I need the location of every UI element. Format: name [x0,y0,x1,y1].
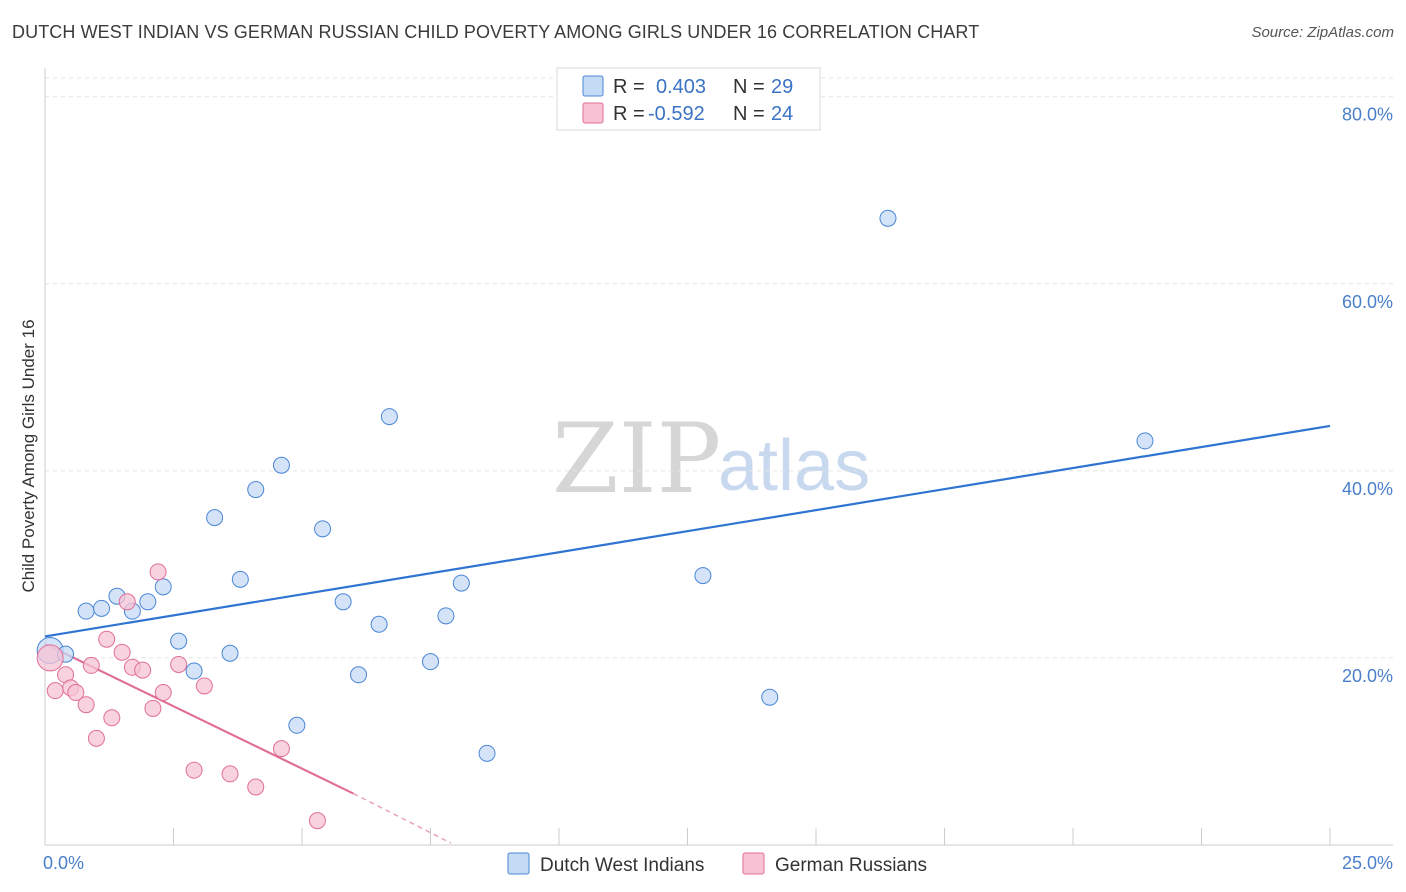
x-tick-label: 25.0% [1342,853,1393,873]
point-dutch-west-indians [437,607,455,625]
point-german-russians [170,655,188,673]
point-dutch-west-indians [422,653,439,671]
source-label: Source: ZipAtlas.com [1251,24,1394,41]
legend: R = 0.403 N = 29 R = -0.592 N = 24 [556,67,821,131]
point-german-russians [195,677,213,695]
trend-line-dutch-west-indians [44,424,1331,638]
point-dutch-west-indians [380,408,398,426]
legend-swatch-pink [582,102,604,124]
watermark-atlas: atlas [718,426,870,506]
point-german-russians [272,740,290,758]
y-tick-label: 20.0% [1342,666,1393,686]
data-points [36,209,1154,830]
point-german-russians [82,656,100,674]
point-german-russians [67,684,85,702]
grid-lines: 20.0% 40.0% 60.0% 80.0% [45,77,1393,686]
legend-n-value-1: 29 [771,76,793,98]
point-german-russians [185,761,203,779]
y-axis-label: Child Poverty Among Girls Under 16 [19,319,38,592]
legend-r-label-2: R = [613,103,645,125]
legend-n-value-2: 24 [771,103,793,125]
point-dutch-west-indians [478,744,496,762]
point-german-russians [308,812,326,830]
x-tick-label: 0.0% [43,853,84,873]
point-dutch-west-indians [370,615,388,633]
trend-line-german-russians-extension [353,792,452,844]
point-dutch-west-indians [288,716,306,734]
point-dutch-west-indians [247,481,265,499]
legend-swatch-blue [582,75,604,97]
point-dutch-west-indians [1136,432,1154,450]
bottom-legend-swatch-blue [507,852,530,875]
point-dutch-west-indians [170,632,188,650]
y-tick-label: 40.0% [1342,479,1393,499]
point-german-russians [118,593,136,611]
bottom-legend: Dutch West Indians German Russians [507,852,927,876]
point-german-russians [113,643,131,661]
y-tick-label: 80.0% [1342,105,1393,125]
watermark-zip: ZIP [552,403,721,515]
point-dutch-west-indians [879,209,897,227]
bottom-legend-label-pink: German Russians [775,855,927,876]
point-german-russians [87,729,105,747]
point-dutch-west-indians [272,456,290,474]
point-german-russians [247,778,265,796]
point-dutch-west-indians [185,662,203,680]
point-dutch-west-indians [314,520,332,538]
legend-r-value-2: -0.592 [648,103,705,125]
point-german-russians [103,709,121,727]
point-dutch-west-indians [77,602,95,620]
point-german-russians [98,630,116,648]
point-german-russians [36,644,64,672]
legend-n-label-2: N = [733,103,765,125]
point-dutch-west-indians [139,593,157,611]
bottom-legend-swatch-pink [742,852,765,875]
point-dutch-west-indians [350,666,368,684]
point-dutch-west-indians [231,570,249,588]
point-german-russians [144,699,162,717]
point-german-russians [154,684,172,702]
point-german-russians [46,682,64,700]
legend-r-value-1: 0.403 [656,76,706,98]
y-tick-label: 60.0% [1342,292,1393,312]
point-german-russians [221,765,239,783]
point-dutch-west-indians [93,599,111,617]
axes: 0.0% 25.0% [43,68,1393,873]
point-german-russians [149,563,167,581]
bottom-legend-label-blue: Dutch West Indians [540,855,704,876]
point-dutch-west-indians [154,578,172,596]
point-dutch-west-indians [206,509,224,527]
legend-n-label-1: N = [733,76,765,98]
point-dutch-west-indians [761,688,779,706]
point-german-russians [77,696,95,714]
point-dutch-west-indians [694,567,712,585]
point-dutch-west-indians [221,644,239,662]
point-german-russians [134,661,152,679]
point-dutch-west-indians [452,574,470,592]
point-dutch-west-indians [334,593,352,611]
chart-title: DUTCH WEST INDIAN VS GERMAN RUSSIAN CHIL… [12,22,980,42]
legend-r-label-1: R = [613,76,645,98]
